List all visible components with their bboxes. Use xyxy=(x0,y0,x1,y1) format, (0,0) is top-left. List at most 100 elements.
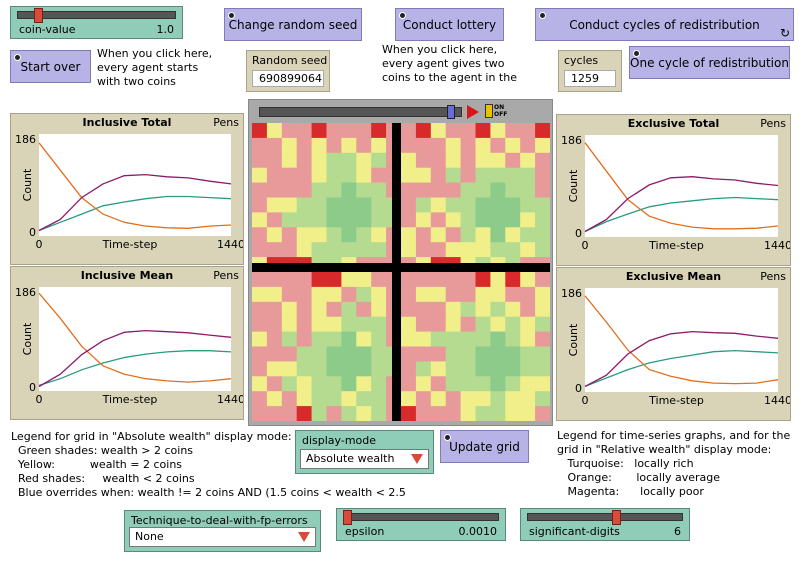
x-max-tick: 1440 xyxy=(217,238,243,251)
epsilon-slider[interactable]: epsilon 0.0010 xyxy=(336,508,506,541)
agent-patch xyxy=(311,286,327,303)
slider-track[interactable] xyxy=(17,11,176,19)
one-cycle-button[interactable]: One cycle of redistribution xyxy=(629,46,790,79)
agent-patch xyxy=(296,212,312,228)
agent-patch xyxy=(535,346,550,362)
agent-patch xyxy=(445,242,461,258)
agent-patch xyxy=(490,286,506,303)
slider-label: significant-digits xyxy=(529,525,620,538)
agent-patch xyxy=(326,406,342,421)
agent-patch xyxy=(475,123,491,139)
plot-title: Inclusive Mean xyxy=(80,269,174,282)
agent-patch xyxy=(326,212,342,228)
coin-value-slider[interactable]: coin-value 1.0 xyxy=(10,6,183,39)
update-grid-button[interactable]: Update grid xyxy=(440,430,529,463)
agent-patch xyxy=(490,391,506,407)
agent-patch xyxy=(371,152,387,168)
slider-track[interactable] xyxy=(343,513,499,521)
plot-title: Exclusive Mean xyxy=(625,270,722,283)
agent-patch xyxy=(252,272,268,288)
agent-patch xyxy=(371,361,387,377)
speed-slider[interactable] xyxy=(259,105,462,119)
agent-patch xyxy=(296,197,312,213)
agent-patch xyxy=(415,227,432,243)
agent-patch xyxy=(252,137,268,154)
y-min-tick: 0 xyxy=(575,382,582,395)
series-line xyxy=(584,295,779,385)
agent-patch xyxy=(520,286,536,303)
agent-patch xyxy=(356,227,372,243)
agent-patch xyxy=(281,301,297,317)
change-seed-button[interactable]: Change random seed xyxy=(224,8,362,41)
slider-thumb[interactable] xyxy=(611,510,621,525)
agent-patch xyxy=(430,331,446,347)
plot-exclusive-total: 186 0 0 1440 Time-step Count Exclusive Total … xyxy=(556,114,791,266)
agent-patch xyxy=(266,376,283,392)
agent-patch xyxy=(401,182,417,198)
x-max-tick: 1440 xyxy=(217,393,243,406)
fp-technique-chooser[interactable]: Technique-to-deal-with-fp-errors None xyxy=(124,510,321,552)
agent-patch xyxy=(475,212,491,228)
agent-patch xyxy=(296,301,312,317)
agent-patch xyxy=(445,212,461,228)
grid-divider xyxy=(392,123,401,421)
agent-patch xyxy=(535,242,550,258)
agent-patch xyxy=(490,182,506,198)
plot-canvas: 186 00 1440 Time-step Count xyxy=(15,286,243,406)
agent-patch xyxy=(505,152,521,168)
agent-patch xyxy=(281,152,297,168)
agent-patch xyxy=(490,242,506,258)
agent-patch xyxy=(475,197,491,213)
agent-patch xyxy=(505,167,521,183)
y-axis-label: Count xyxy=(21,322,34,355)
agent-patch xyxy=(415,301,432,317)
slider-track[interactable] xyxy=(527,513,683,521)
agent-patch xyxy=(445,272,461,288)
agent-patch xyxy=(505,286,521,303)
agent-patch xyxy=(356,197,372,213)
agent-patch xyxy=(326,331,342,347)
chooser-value[interactable]: Absolute wealth xyxy=(300,449,429,469)
time-series-legend: Legend for time-series graphs, and for t… xyxy=(557,429,791,498)
agent-grid[interactable] xyxy=(252,123,550,421)
slider-label: epsilon xyxy=(345,525,385,538)
world-view[interactable]: ON OFF xyxy=(248,99,553,426)
speed-thumb[interactable] xyxy=(447,105,456,119)
agent-patch xyxy=(460,272,476,288)
agent-patch xyxy=(490,123,506,139)
display-mode-chooser[interactable]: display-mode Absolute wealth xyxy=(295,430,434,474)
agent-patch xyxy=(520,197,536,213)
agent-patch xyxy=(341,167,357,183)
agent-patch xyxy=(535,376,550,392)
agent-patch xyxy=(341,212,357,228)
agent-patch xyxy=(460,167,476,183)
conduct-lottery-button[interactable]: Conduct lottery xyxy=(395,8,504,41)
agent-patch xyxy=(460,361,476,377)
agent-patch xyxy=(445,286,461,303)
agent-patch xyxy=(520,182,536,198)
agent-patch xyxy=(430,167,446,183)
agent-patch xyxy=(296,137,312,154)
series-line xyxy=(38,350,232,387)
slider-thumb[interactable] xyxy=(34,8,44,23)
agent-patch xyxy=(326,376,342,392)
agent-patch xyxy=(460,376,476,392)
agent-patch xyxy=(475,137,491,154)
agent-patch xyxy=(356,346,372,362)
agent-patch xyxy=(520,361,536,377)
agent-patch xyxy=(371,182,387,198)
chooser-value[interactable]: None xyxy=(129,527,316,547)
forever-icon xyxy=(399,12,406,19)
agent-patch xyxy=(490,316,506,332)
agent-patch xyxy=(401,331,417,347)
cycles-repeatedly-button[interactable]: Conduct cycles of redistribution repeate… xyxy=(535,8,794,65)
agent-patch xyxy=(266,212,283,228)
toggle-switch-icon[interactable] xyxy=(485,104,493,118)
start-over-button[interactable]: Start over xyxy=(10,50,91,83)
significant-digits-slider[interactable]: significant-digits 6 xyxy=(520,508,690,541)
agent-patch xyxy=(401,212,417,228)
agent-patch xyxy=(371,391,387,407)
slider-thumb[interactable] xyxy=(343,510,352,525)
agent-patch xyxy=(326,242,342,258)
agent-patch xyxy=(296,391,312,407)
